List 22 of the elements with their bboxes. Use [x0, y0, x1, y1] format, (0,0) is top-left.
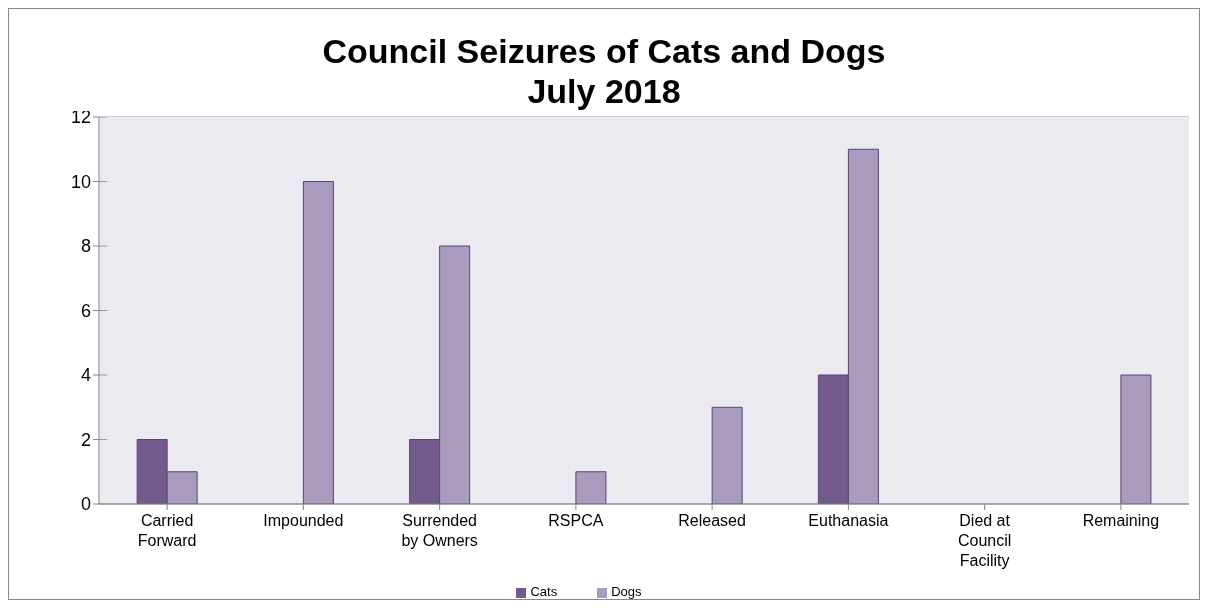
bar [575, 471, 607, 504]
x-tick-label: RSPCA [548, 512, 604, 529]
bar [1120, 374, 1152, 504]
chart-title: Council Seizures of Cats and Dogs July 2018 [321, 31, 887, 110]
y-tick-label: 12 [70, 107, 91, 128]
y-tick-label: 0 [80, 494, 91, 515]
y-tick-label: 4 [80, 365, 91, 386]
y-tick-label: 10 [70, 171, 91, 192]
y-tick-label: 6 [80, 300, 91, 321]
x-tick-label: Released [678, 512, 746, 529]
x-tick-label: Impounded [263, 512, 344, 529]
x-tick-label: Died at Council Facility [957, 512, 1012, 569]
x-tick-label: Surrended by Owners [401, 512, 478, 549]
x-tick-label: Euthanasia [808, 512, 889, 529]
y-tick-label: 2 [80, 429, 91, 450]
bar [302, 181, 334, 504]
x-tick-label: Remaining [1082, 512, 1160, 529]
y-tick-label: 8 [80, 236, 91, 257]
x-tick-label: Carried Forward [137, 512, 197, 549]
legend-label: Dogs [611, 584, 642, 599]
bar [711, 406, 743, 504]
legend-label: Cats [530, 584, 558, 599]
